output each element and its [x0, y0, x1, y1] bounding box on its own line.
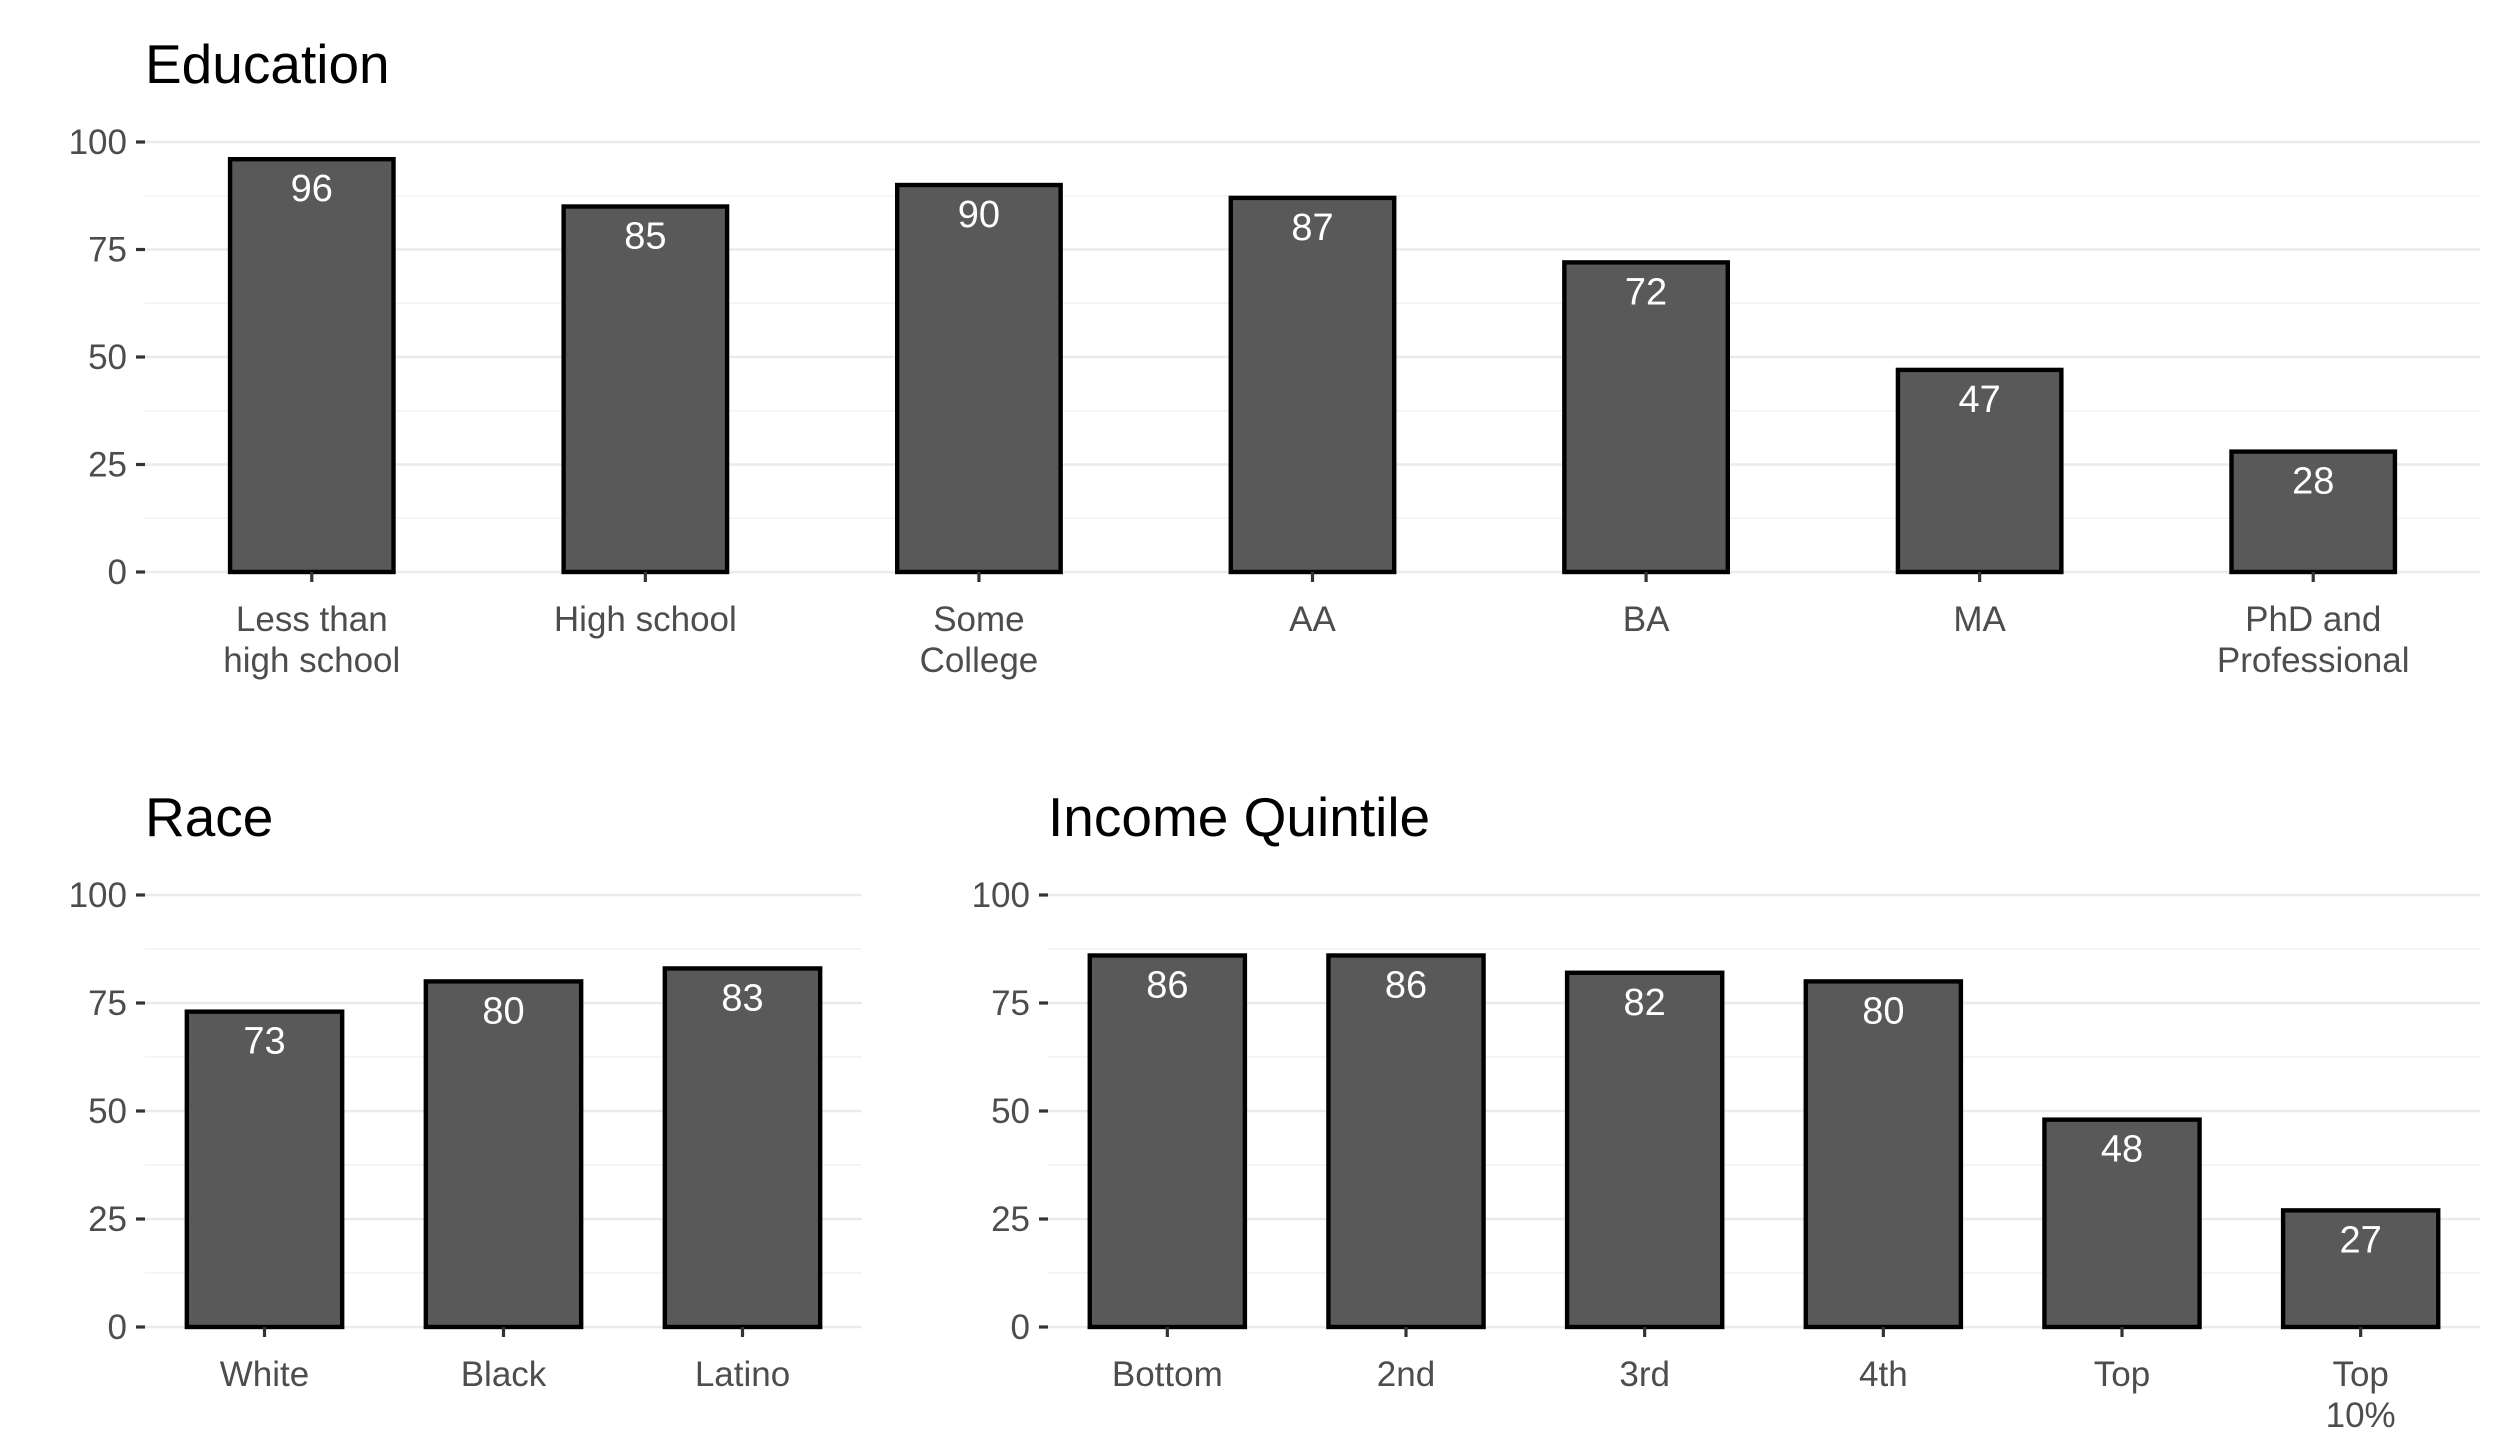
education-bar-value-label: 47 [1959, 379, 2001, 421]
income-bar [2042, 1117, 2202, 1330]
income-y-tick-label: 100 [972, 876, 1030, 915]
education-bar [1228, 195, 1397, 575]
income-quintile-panel: Income Quintile 0 25 50 75 100 86 Bottom 86 2nd 82… [972, 786, 2480, 1435]
education-x-tick-label: High school [554, 600, 737, 639]
race-bar [662, 966, 823, 1330]
income-bar-value-label: 27 [2340, 1219, 2382, 1261]
income-y-tick-label: 50 [991, 1092, 1030, 1131]
education-y-tick-label: 0 [108, 553, 127, 592]
education-bar-value-label: 72 [1625, 271, 1667, 313]
education-x-tick-label: BA [1623, 600, 1670, 639]
race-title: Race [145, 786, 273, 848]
race-y-tick-label: 75 [88, 984, 127, 1023]
race-bar [423, 979, 584, 1330]
income-y-tick-label: 25 [991, 1200, 1030, 1239]
race-panel: Race 0 25 50 75 100 73 White 80 Black 83 Latino [69, 786, 862, 1394]
income-bar [2280, 1208, 2441, 1330]
race-x-tick-label: Black [461, 1355, 547, 1394]
education-x-tick-label: MA [1953, 600, 2006, 639]
income-bar-value-label: 86 [1385, 964, 1427, 1006]
income-x-tick-label: Top [2094, 1355, 2150, 1394]
income-x-tick-label: 4th [1859, 1355, 1908, 1394]
education-y-tick-label: 50 [88, 338, 127, 377]
income-bar-value-label: 48 [2101, 1129, 2143, 1171]
race-bar-value-label: 73 [243, 1021, 285, 1063]
education-bar-value-label: 96 [291, 168, 333, 210]
race-y-tick-label: 0 [108, 1308, 127, 1347]
race-y-tick-label: 50 [88, 1092, 127, 1131]
education-y-tick-label: 25 [88, 446, 127, 485]
income-bar [1803, 979, 1964, 1330]
education-x-tick-label: Some College [920, 600, 1039, 680]
race-y-tick-label: 100 [69, 876, 127, 915]
education-x-tick-label: AA [1289, 600, 1336, 639]
income-bar [1087, 953, 1248, 1330]
education-bar [895, 182, 1063, 575]
education-bar [1895, 367, 2064, 575]
income-x-tick-label: Top 10% [2326, 1355, 2396, 1435]
income-title: Income Quintile [1048, 786, 1430, 848]
income-bar [1564, 970, 1725, 1330]
education-bar [2229, 449, 2398, 575]
education-bar-value-label: 87 [1291, 207, 1333, 249]
income-x-tick-label: 3rd [1619, 1355, 1670, 1394]
race-x-tick-label: White [220, 1355, 309, 1394]
income-bar-value-label: 82 [1624, 982, 1666, 1024]
education-bar-value-label: 90 [958, 194, 1000, 236]
income-x-tick-label: Bottom [1112, 1355, 1223, 1394]
income-y-tick-label: 0 [1011, 1308, 1030, 1347]
education-title: Education [145, 33, 390, 95]
race-x-tick-label: Latino [695, 1355, 790, 1394]
education-panel: Education 0 25 50 75 100 96 Less than high schoo… [69, 33, 2480, 680]
race-bar-value-label: 80 [482, 990, 524, 1032]
education-y-tick-label: 75 [88, 231, 127, 270]
education-bar [227, 156, 396, 575]
education-x-tick-label: Less than high school [223, 600, 400, 680]
education-x-tick-label: PhD and Professional [2217, 600, 2410, 680]
race-y-tick-label: 25 [88, 1200, 127, 1239]
income-bar-value-label: 86 [1146, 964, 1188, 1006]
education-bar-value-label: 28 [2292, 461, 2334, 503]
education-bar [561, 204, 730, 575]
education-y-tick-label: 100 [69, 123, 127, 162]
education-bar-value-label: 85 [624, 216, 666, 258]
race-bar-value-label: 83 [721, 977, 763, 1019]
income-bar-value-label: 80 [1862, 990, 1904, 1032]
income-y-tick-label: 75 [991, 984, 1030, 1023]
education-bar [1562, 260, 1730, 575]
income-bar [1326, 953, 1486, 1330]
income-x-tick-label: 2nd [1377, 1355, 1435, 1394]
